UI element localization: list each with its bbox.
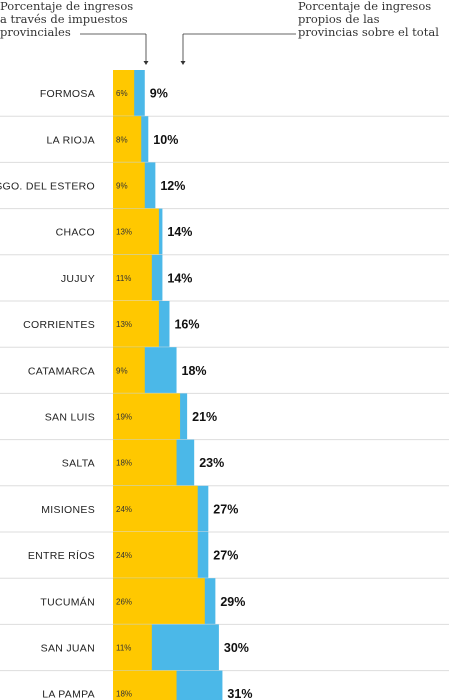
province-label: CATAMARCA	[28, 365, 95, 377]
province-label: ENTRE RÍOS	[28, 549, 95, 562]
legend-tax-pointer-arrow	[143, 61, 149, 65]
bar-tax-10	[113, 532, 198, 578]
tax-value-label: 9%	[116, 182, 128, 191]
province-label: SAN LUIS	[45, 412, 95, 424]
own-value-label: 18%	[182, 364, 207, 378]
bar-tax-13	[113, 670, 177, 700]
bar-tax-12	[113, 624, 152, 671]
bar-tax-5	[113, 301, 159, 347]
province-label: CORRIENTES	[23, 319, 95, 331]
legend-own-pointer-arrow	[180, 61, 186, 65]
tax-value-label: 26%	[116, 597, 132, 606]
bar-tax-2	[113, 162, 145, 209]
tax-value-label: 8%	[116, 135, 128, 144]
tax-value-label: 24%	[116, 551, 132, 560]
bar-tax-6	[113, 347, 145, 394]
bar-tax-11	[113, 578, 205, 625]
own-value-label: 23%	[199, 456, 224, 470]
tax-value-label: 11%	[116, 274, 131, 283]
province-label: TUCUMÁN	[40, 595, 95, 608]
province-label: SGO. DEL ESTERO	[0, 181, 95, 193]
tax-value-label: 19%	[116, 413, 132, 422]
bar-tax-7	[113, 393, 181, 440]
own-value-label: 27%	[213, 549, 238, 563]
own-value-label: 12%	[160, 179, 185, 193]
chart-rows: FORMOSA 6% 9% LA RIOJA 8% 10% SGO. DEL ESTERO 9…	[0, 70, 449, 700]
tax-value-label: 13%	[116, 320, 132, 329]
legend-own-label: Porcentaje de ingresos propios de las pr…	[298, 0, 439, 39]
province-label: MISIONES	[41, 504, 95, 516]
bar-tax-9	[113, 485, 198, 532]
tax-value-label: 13%	[116, 228, 132, 237]
bar-tax-3	[113, 208, 159, 255]
bar-tax-8	[113, 439, 177, 486]
own-value-label: 29%	[220, 595, 245, 609]
own-value-label: 21%	[192, 410, 217, 424]
own-value-label: 9%	[150, 87, 168, 101]
own-value-label: 10%	[153, 133, 178, 147]
province-label: CHACO	[56, 227, 95, 239]
tax-value-label: 24%	[116, 505, 132, 514]
province-label: SALTA	[62, 458, 95, 470]
tax-value-label: 9%	[116, 366, 128, 375]
own-value-label: 31%	[227, 687, 252, 700]
legend-tax-label: Porcentaje de ingresos a través de impue…	[0, 0, 134, 39]
own-value-label: 14%	[167, 271, 192, 285]
bar-tax-4	[113, 254, 152, 301]
province-label: LA RIOJA	[46, 134, 95, 146]
tax-value-label: 18%	[116, 690, 132, 699]
own-value-label: 16%	[174, 318, 199, 332]
own-value-label: 27%	[213, 502, 238, 516]
province-label: LA PAMPA	[42, 689, 95, 700]
own-value-label: 30%	[224, 641, 249, 655]
own-value-label: 14%	[167, 225, 192, 239]
bar-tax-1	[113, 116, 142, 163]
tax-value-label: 6%	[116, 89, 128, 98]
province-label: JUJUY	[61, 273, 95, 285]
province-label: SAN JUAN	[41, 643, 95, 655]
legend-pointers	[80, 33, 296, 65]
bar-tax-0	[113, 70, 135, 116]
province-label: FORMOSA	[40, 88, 95, 100]
tax-value-label: 18%	[116, 459, 132, 468]
tax-value-label: 11%	[116, 644, 131, 653]
